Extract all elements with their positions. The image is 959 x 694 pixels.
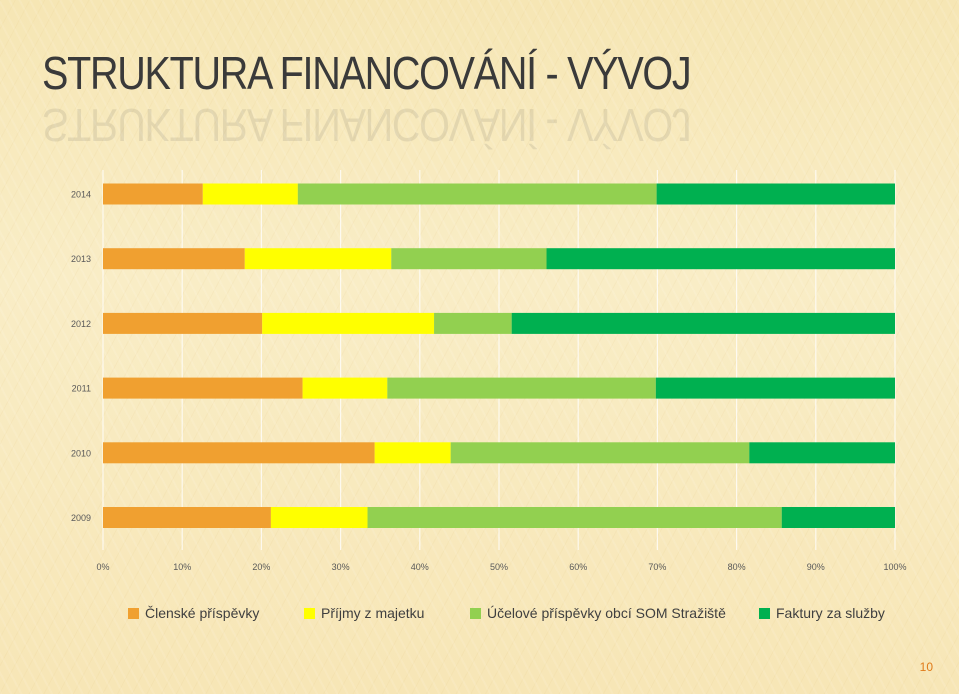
bar-segment <box>511 312 895 334</box>
slide-title: STRUKTURA FINANCOVÁNÍ - VÝVOJ <box>42 47 692 99</box>
x-tick-label: 60% <box>569 562 587 572</box>
bar-segment <box>103 248 245 270</box>
x-tick-label: 30% <box>332 562 350 572</box>
bar-segment <box>103 507 271 528</box>
legend-label: Faktury za služby <box>776 605 885 621</box>
stacked-bar-chart: 0% 10% 20% 30% 40% 50% 60% 70% 80% 90% 100% 2014 201… <box>70 183 907 572</box>
bar-segment <box>655 377 895 399</box>
bar-segment <box>546 248 895 270</box>
bar-segment <box>450 442 750 464</box>
y-tick-label: 2009 <box>71 513 91 523</box>
legend-swatch <box>470 607 481 619</box>
legend-item: Faktury za služby <box>759 605 885 621</box>
bar-segment <box>103 183 203 205</box>
y-tick-label: 2014 <box>71 190 91 200</box>
legend-item: Členské příspěvky <box>128 605 259 621</box>
x-tick-label: 0% <box>96 562 109 572</box>
bar-segment <box>367 507 782 528</box>
x-tick-label: 70% <box>648 562 666 572</box>
x-tick-label: 90% <box>807 562 825 572</box>
x-tick-label: 40% <box>411 562 429 572</box>
legend-item: Účelové příspěvky obcí SOM Stražiště <box>470 605 726 621</box>
bar-segment <box>749 442 895 464</box>
y-tick-label: 2012 <box>71 319 91 329</box>
bar-segment <box>656 183 895 205</box>
x-tick-label: 10% <box>173 562 191 572</box>
bar-segment <box>270 507 368 528</box>
bar-segment <box>103 312 263 334</box>
legend-item: Příjmy z majetku <box>304 605 424 621</box>
x-tick-label: 50% <box>490 562 508 572</box>
bar-segment <box>103 442 375 464</box>
bar-segment <box>103 377 303 399</box>
y-tick-label: 2011 <box>72 384 91 394</box>
bar-segment <box>391 248 547 270</box>
bar-segment <box>434 312 512 334</box>
legend-swatch <box>759 607 770 619</box>
bar-segment <box>202 183 298 205</box>
y-tick-label: 2010 <box>71 448 91 458</box>
x-tick-label: 100% <box>883 562 906 572</box>
bar-segment <box>297 183 657 205</box>
legend-label: Účelové příspěvky obcí SOM Stražiště <box>487 605 726 621</box>
bar-segment <box>302 377 388 399</box>
bar-segment <box>374 442 451 464</box>
bar-segment <box>387 377 656 399</box>
bar-segment <box>262 312 435 334</box>
legend-swatch <box>304 607 315 619</box>
x-tick-label: 80% <box>728 562 746 572</box>
bar-segment <box>781 507 895 528</box>
chart-legend: Členské příspěvky Příjmy z majetku Účelové… <box>128 605 908 625</box>
legend-label: Příjmy z majetku <box>321 605 425 621</box>
bar-segment <box>244 248 392 270</box>
legend-label: Členské příspěvky <box>145 605 260 621</box>
legend-swatch <box>128 607 139 619</box>
x-tick-label: 20% <box>252 562 270 572</box>
y-tick-label: 2013 <box>71 254 91 264</box>
page-number: 10 <box>919 660 933 674</box>
